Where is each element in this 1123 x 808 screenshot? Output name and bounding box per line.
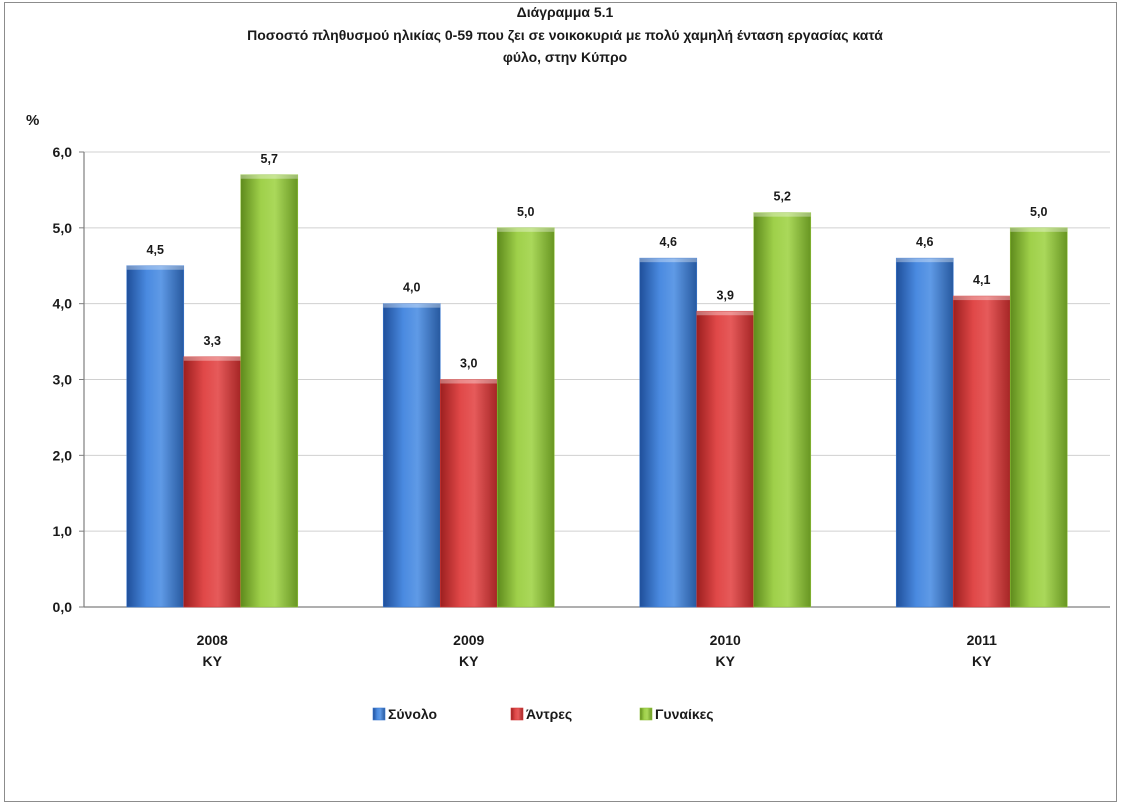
data-label: 4,6 [916, 235, 933, 249]
legend: Σύνολο Άντρες Γυναίκες [372, 706, 714, 722]
bar-2010-Άντρες [696, 310, 755, 608]
y-axis-unit-label: % [26, 112, 39, 129]
y-tick-label: 3,0 [53, 372, 73, 388]
bar-highlight [696, 311, 754, 316]
data-label: 5,2 [774, 190, 791, 204]
bar-2010-Γυναίκες [753, 212, 812, 608]
legend-label: Γυναίκες [655, 706, 714, 722]
x-tick-label-year: 2010 [710, 632, 741, 648]
chart-title: Διάγραμμα 5.1 [517, 4, 614, 20]
bar-2008-Σύνολο [126, 265, 185, 608]
chart-subtitle-line-2: φύλο, στην Κύπρο [503, 49, 627, 65]
data-label: 4,1 [973, 273, 990, 287]
x-axis-labels: 2008 ΚΥ 2009 ΚΥ 2010 ΚΥ 2011 ΚΥ [197, 632, 997, 669]
data-label: 4,6 [660, 235, 677, 249]
bar-2011-Σύνολο [895, 257, 954, 608]
x-tick-label-year: 2008 [197, 632, 228, 648]
data-label: 3,0 [460, 357, 477, 371]
y-tick-label: 6,0 [53, 144, 73, 160]
bar-highlight [440, 379, 498, 384]
data-label: 5,7 [261, 152, 278, 166]
x-tick-label-country: ΚΥ [203, 653, 223, 669]
legend-swatch-Άντρες [510, 707, 524, 721]
bar-highlight [497, 227, 555, 232]
bar-2008-Γυναίκες [240, 174, 299, 608]
bar-highlight [953, 296, 1011, 301]
legend-swatch-Γυναίκες [639, 707, 653, 721]
y-tick-label: 5,0 [53, 220, 73, 236]
data-label: 4,5 [147, 243, 164, 257]
bar-highlight [1010, 227, 1068, 232]
bars [126, 174, 1068, 608]
bar-2010-Σύνολο [639, 257, 698, 608]
bar-2011-Γυναίκες [1009, 227, 1068, 608]
x-tick-label-year: 2011 [967, 632, 998, 648]
data-label: 3,3 [204, 334, 221, 348]
x-tick-label-year: 2009 [453, 632, 484, 648]
x-tick-label-country: ΚΥ [459, 653, 479, 669]
bar-highlight [639, 258, 697, 263]
y-tick-label: 1,0 [53, 523, 73, 539]
x-tick-label-country: ΚΥ [972, 653, 992, 669]
bar-highlight [896, 258, 954, 263]
data-label: 5,0 [1030, 205, 1047, 219]
bar-highlight [383, 303, 441, 308]
legend-swatch-Σύνολο [372, 707, 386, 721]
bar-2009-Άντρες [439, 379, 498, 608]
y-tick-label: 2,0 [53, 447, 73, 463]
legend-label: Σύνολο [388, 706, 437, 722]
bar-highlight [126, 265, 184, 270]
y-axis-ticks: 0,0 1,0 2,0 3,0 4,0 5,0 6,0 [53, 144, 73, 615]
y-tick-label: 4,0 [53, 296, 73, 312]
bar-2008-Άντρες [183, 356, 242, 608]
bar-2011-Άντρες [952, 295, 1011, 608]
bar-highlight [183, 356, 241, 361]
bar-2009-Γυναίκες [496, 227, 555, 608]
x-tick-label-country: ΚΥ [716, 653, 736, 669]
y-tick-label: 0,0 [53, 599, 73, 615]
bar-highlight [240, 174, 298, 179]
data-labels: 4,5 3,3 5,7 4,0 3,0 5,0 4,6 3,9 5,2 4,6 4,1 5,0 [147, 152, 1048, 371]
legend-label: Άντρες [526, 706, 572, 722]
data-label: 5,0 [517, 205, 534, 219]
chart-subtitle-line-1: Ποσοστό πληθυσμού ηλικίας 0-59 που ζει σ… [247, 27, 883, 43]
bar-2009-Σύνολο [382, 303, 441, 608]
data-label: 3,9 [717, 288, 734, 302]
bar-highlight [753, 212, 811, 217]
data-label: 4,0 [403, 281, 420, 295]
